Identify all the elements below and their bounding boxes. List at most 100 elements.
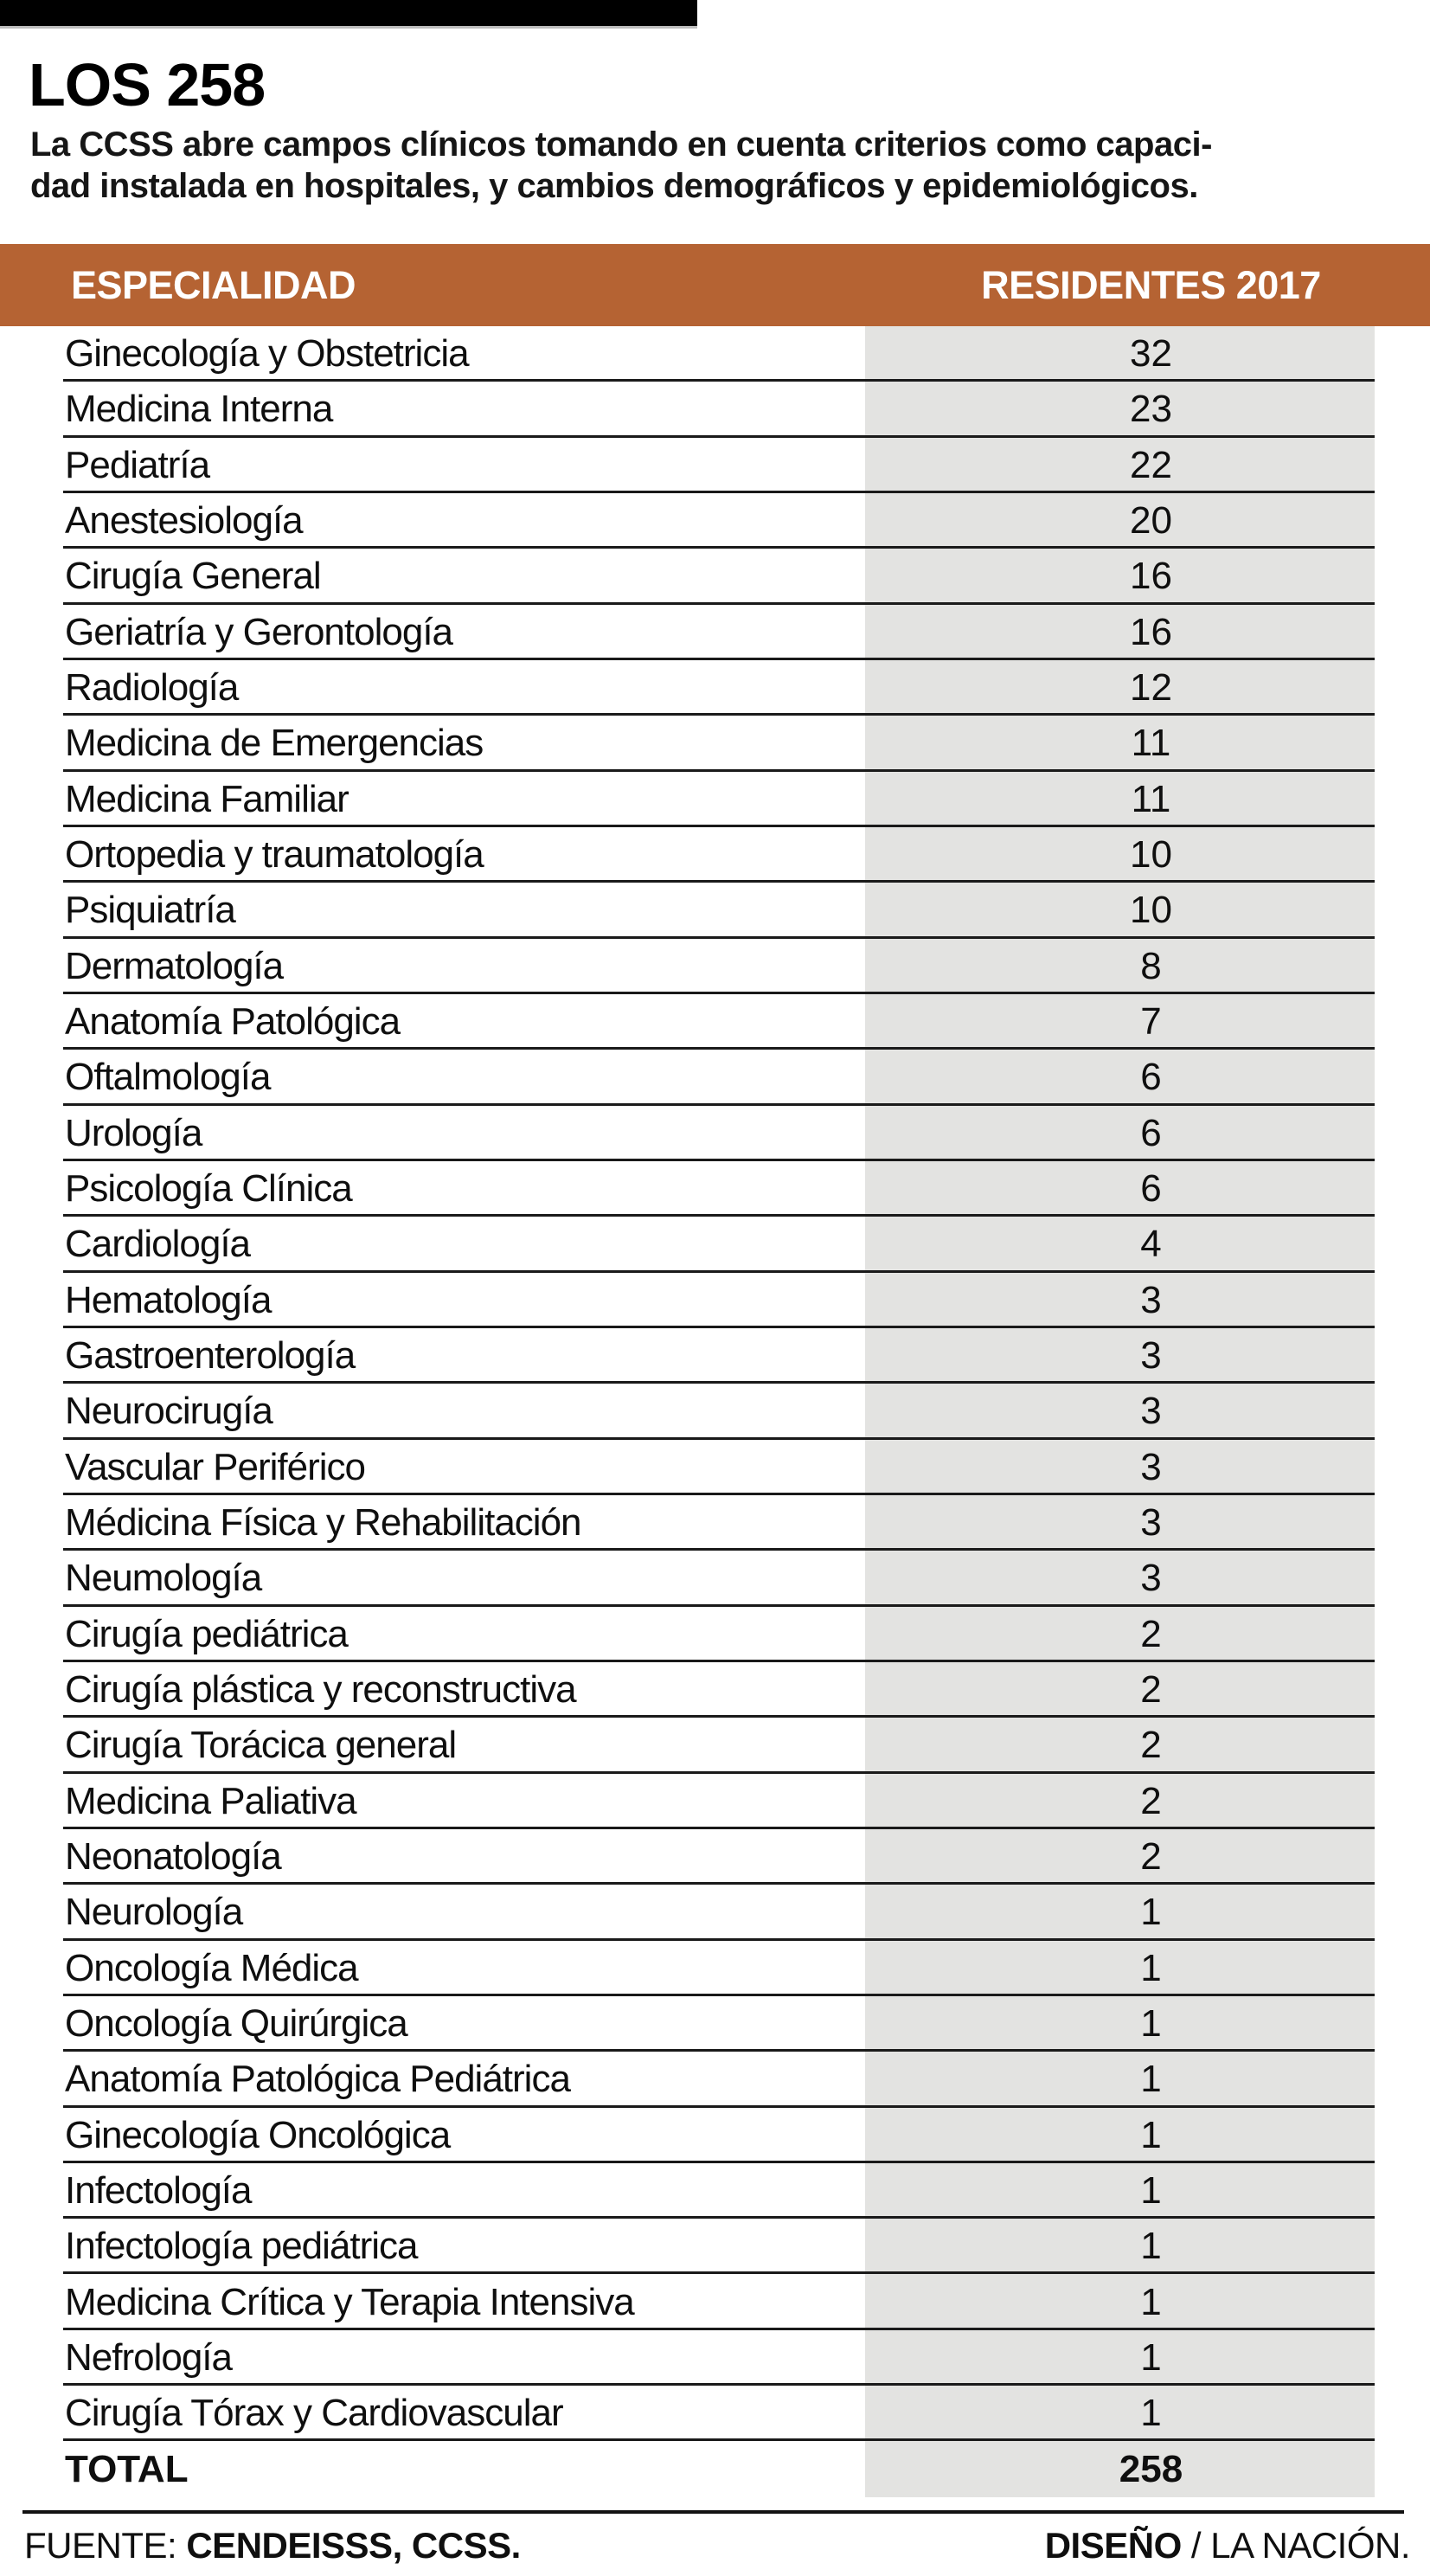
row-especialidad: Psicología Clínica [65, 1167, 353, 1211]
table-row: Médicina Física y Rehabilitación 3 [0, 1494, 1430, 1551]
row-residentes: 23 [1130, 388, 1172, 431]
row-residentes: 20 [1130, 499, 1172, 543]
row-residentes: 10 [1130, 889, 1172, 932]
row-especialidad: Radiología [65, 666, 239, 710]
column-header-residentes: RESIDENTES 2017 [981, 262, 1321, 307]
row-especialidad: Vascular Periférico [65, 1445, 366, 1488]
row-residentes-cell: 6 [865, 1050, 1375, 1106]
row-residentes: 16 [1130, 555, 1172, 598]
row-residentes: 16 [1130, 610, 1172, 653]
table-row: Ginecología y Obstetricia 32 [0, 326, 1430, 382]
row-especialidad: Hematología [65, 1278, 272, 1321]
page-title: LOS 258 [29, 51, 266, 119]
row-residentes-cell: 1 [865, 2052, 1375, 2108]
row-residentes: 1 [1140, 2280, 1162, 2323]
row-residentes: 4 [1140, 1223, 1162, 1266]
row-residentes: 3 [1140, 1278, 1162, 1321]
row-residentes-cell: 1 [865, 2162, 1375, 2219]
table-row: Ortopedia y traumatología 10 [0, 826, 1430, 883]
row-residentes-cell: 3 [865, 1494, 1375, 1551]
row-residentes-cell: 3 [865, 1551, 1375, 1607]
table-row: Cirugía plástica y reconstructiva 2 [0, 1661, 1430, 1718]
table-row: Hematología 3 [0, 1272, 1430, 1329]
table-row: Cirugía Torácica general 2 [0, 1718, 1430, 1774]
table-row: Ginecología Oncológica 1 [0, 2107, 1430, 2164]
row-especialidad: Pediatría [65, 443, 210, 486]
row-residentes: 1 [1140, 2168, 1162, 2212]
row-especialidad: Oftalmología [65, 1056, 271, 1099]
row-residentes-cell: 1 [865, 1995, 1375, 2052]
row-residentes: 3 [1140, 1390, 1162, 1433]
table-row: Medicina Interna 23 [0, 382, 1430, 438]
row-especialidad: Cirugía pediátrica [65, 1612, 349, 1655]
row-residentes-cell: 32 [865, 326, 1375, 382]
row-residentes-cell: 2 [865, 1661, 1375, 1718]
row-especialidad: Neurocirugía [65, 1390, 273, 1433]
row-residentes-cell: 3 [865, 1384, 1375, 1440]
row-especialidad: Cirugía plástica y reconstructiva [65, 1668, 577, 1712]
table-row: Medicina Familiar 11 [0, 771, 1430, 828]
row-especialidad: Medicina Familiar [65, 777, 349, 820]
table-row: Neurología 1 [0, 1885, 1430, 1941]
subtitle-line-2: dad instalada en hospitales, y cambios d… [30, 167, 1198, 205]
table-row: Geriatría y Gerontología 16 [0, 604, 1430, 661]
row-especialidad: Geriatría y Gerontología [65, 610, 453, 653]
row-residentes-cell: 4 [865, 1217, 1375, 1273]
row-especialidad: Cirugía General [65, 555, 322, 598]
row-especialidad: Ortopedia y traumatología [65, 833, 484, 877]
row-especialidad: Medicina Crítica y Terapia Intensiva [65, 2280, 635, 2323]
table-row: Anestesiología 20 [0, 492, 1430, 549]
row-residentes-cell: 1 [865, 2107, 1375, 2163]
row-especialidad: Medicina Interna [65, 388, 333, 431]
row-residentes: 3 [1140, 1501, 1162, 1545]
row-residentes: 6 [1140, 1167, 1162, 1211]
row-especialidad: Infectología [65, 2168, 252, 2212]
row-residentes-cell: 3 [865, 1439, 1375, 1495]
row-residentes-cell: 2 [865, 1828, 1375, 1885]
row-residentes-cell: 11 [865, 716, 1375, 772]
row-residentes-cell: 8 [865, 938, 1375, 994]
row-residentes-cell: 2 [865, 1718, 1375, 1774]
row-residentes-cell: 16 [865, 549, 1375, 605]
row-residentes-cell: 7 [865, 993, 1375, 1050]
row-especialidad: Anestesiología [65, 499, 304, 543]
table-row: Gastroenterología 3 [0, 1327, 1430, 1384]
table-row: Neurocirugía 3 [0, 1384, 1430, 1440]
row-residentes: 11 [1131, 722, 1171, 765]
row-especialidad: Cirugía Torácica general [65, 1724, 457, 1767]
row-residentes: 1 [1140, 2058, 1162, 2101]
row-residentes: 11 [1131, 777, 1171, 820]
row-residentes: 32 [1130, 332, 1172, 376]
table-row: Neonatología 2 [0, 1828, 1430, 1885]
footer-divider [22, 2510, 1404, 2514]
row-residentes-cell: 1 [865, 2219, 1375, 2275]
column-header-especialidad: ESPECIALIDAD [71, 262, 356, 307]
row-residentes: 1 [1140, 1891, 1162, 1934]
top-black-bar [0, 0, 697, 29]
table-row: Psicología Clínica 6 [0, 1160, 1430, 1217]
row-especialidad: Anatomía Patológica [65, 1000, 401, 1044]
table-row: Neumología 3 [0, 1551, 1430, 1607]
fuente-value: CENDEISSS, CCSS. [186, 2525, 521, 2566]
row-residentes-cell: 1 [865, 1940, 1375, 1996]
table-header-bar: ESPECIALIDAD RESIDENTES 2017 [0, 244, 1430, 326]
row-residentes-cell: 2 [865, 1773, 1375, 1829]
table-body: Ginecología y Obstetricia 32 Medicina In… [0, 326, 1430, 2497]
row-especialidad: Oncología Quirúrgica [65, 2002, 408, 2045]
diseno-label: DISEÑO [1044, 2525, 1183, 2566]
row-especialidad: Psiquiatría [65, 889, 236, 932]
row-residentes-cell: 22 [865, 437, 1375, 493]
row-residentes: 2 [1140, 1835, 1162, 1879]
row-especialidad: Cirugía Tórax y Cardiovascular [65, 2392, 564, 2435]
footer: FUENTE: CENDEISSS, CCSS. DISEÑO / LA NAC… [24, 2525, 1411, 2566]
row-residentes-cell: 2 [865, 1606, 1375, 1662]
row-residentes: 2 [1140, 1612, 1162, 1655]
table-row: Cirugía pediátrica 2 [0, 1606, 1430, 1663]
row-residentes: 1 [1140, 1946, 1162, 1989]
row-especialidad: Cardiología [65, 1223, 251, 1266]
row-residentes-cell: 10 [865, 826, 1375, 883]
table-row: Medicina Crítica y Terapia Intensiva 1 [0, 2274, 1430, 2331]
row-especialidad: Neumología [65, 1557, 262, 1600]
row-residentes-cell: 1 [865, 2329, 1375, 2386]
